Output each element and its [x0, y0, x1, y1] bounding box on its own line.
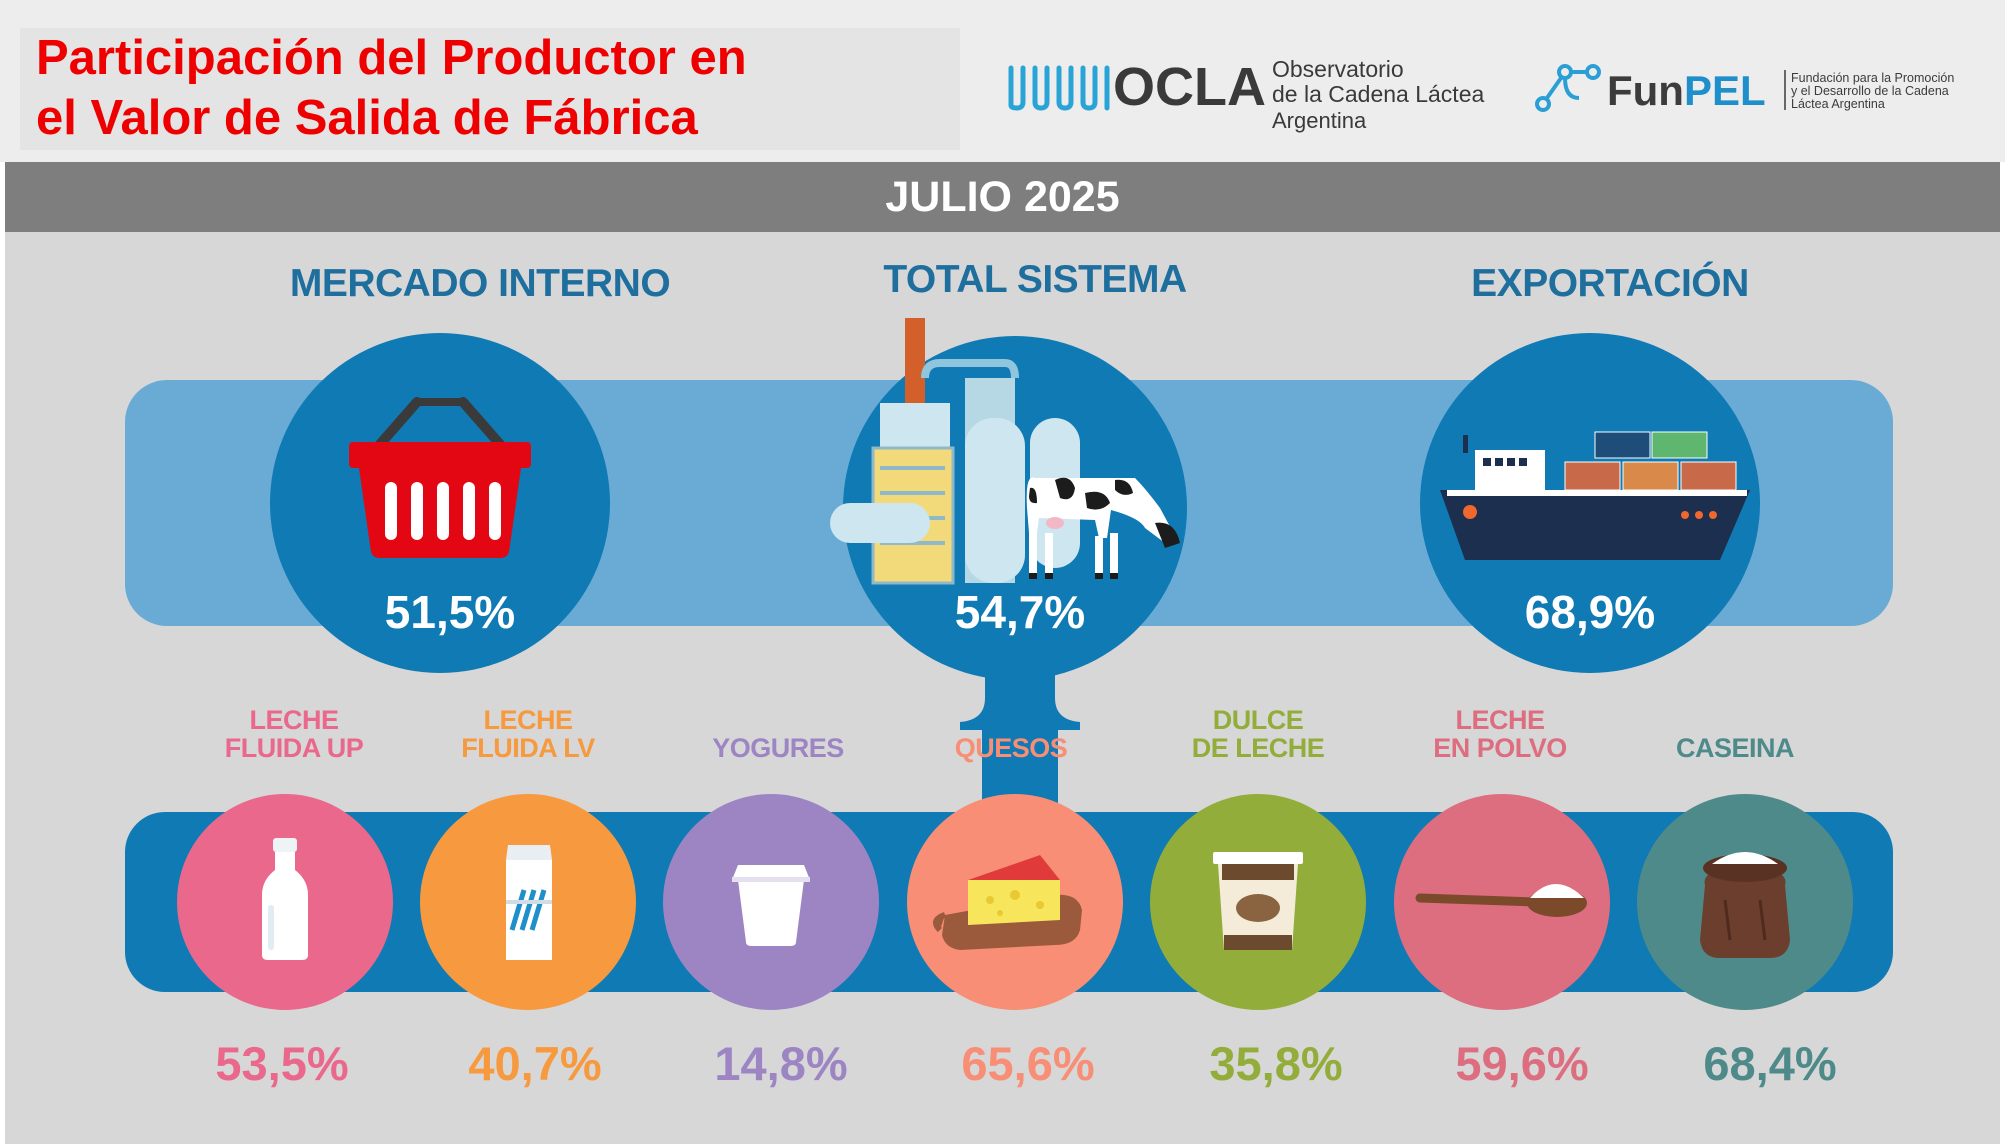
value-leche-en-polvo: 59,6% — [1455, 1037, 1589, 1090]
dulce-de-leche-jar-icon — [1213, 852, 1303, 950]
powder-spoon-icon — [1415, 884, 1587, 917]
factory-cow-icon — [825, 318, 1215, 593]
value-mercado-interno: 51,5% — [384, 586, 516, 638]
value-leche-fluida-lv: 40,7% — [468, 1037, 602, 1090]
funpel-logo: FunPEL Fundación para la Promoción y el … — [1535, 58, 1985, 128]
value-exportacion: 68,9% — [1524, 586, 1656, 638]
product-label-yogures: YOGURES — [658, 706, 898, 762]
funpel-wordmark-pel: PEL — [1684, 67, 1766, 114]
product-label-line2: QUESOS — [954, 733, 1068, 763]
title-line-2: el Valor de Salida de Fábrica — [36, 91, 698, 145]
ocla-line-2: de la Cadena Láctea — [1272, 81, 1484, 107]
ocla-logo: OCLA Observatorio de la Cadena Láctea Ar… — [1005, 50, 1485, 140]
section-title-mercado-interno: MERCADO INTERNO — [289, 262, 671, 305]
product-label-line1: LECHE — [249, 705, 339, 735]
section-title-total-sistema: TOTAL SISTEMA — [883, 258, 1187, 301]
funpel-network-icon — [1535, 64, 1601, 112]
ocla-wordmark: OCLA — [1113, 57, 1266, 117]
milk-bottle-icon — [262, 838, 308, 960]
casein-sack-icon — [1700, 852, 1790, 958]
product-label-leche-fluida-lv: LECHE FLUIDA LV — [408, 706, 648, 762]
product-label-leche-en-polvo: LECHE EN POLVO — [1380, 706, 1620, 762]
product-label-line2: DE LECHE — [1191, 733, 1325, 763]
cargo-ship-icon — [1435, 420, 1755, 570]
product-label-line2: FLUIDA UP — [224, 733, 364, 763]
value-caseina: 68,4% — [1703, 1037, 1837, 1090]
title-line-1: Participación del Productor en — [36, 31, 747, 85]
cheese-board-icon — [933, 855, 1082, 950]
funpel-wordmark-fun: Fun — [1607, 67, 1684, 114]
product-label-line2: FLUIDA LV — [461, 733, 595, 763]
product-label-line2: EN POLVO — [1433, 733, 1567, 763]
product-label-line1: LECHE — [1455, 705, 1545, 735]
title-box: Participación del Productor en el Valor … — [20, 28, 960, 150]
value-total-sistema: 54,7% — [954, 586, 1086, 638]
product-label-caseina: CASEINA — [1615, 706, 1855, 762]
period-label: JULIO 2025 — [885, 173, 1120, 221]
ocla-line-3: Argentina — [1272, 108, 1367, 133]
product-label-line1: LECHE — [483, 705, 573, 735]
product-label-leche-fluida-up: LECHE FLUIDA UP — [174, 706, 414, 762]
cow — [1026, 477, 1180, 579]
milk-carton-icon — [506, 845, 552, 960]
funpel-line-2: y el Desarrollo de la Cadena — [1791, 84, 1949, 98]
product-label-line2: CASEINA — [1675, 733, 1795, 763]
ocla-line-1: Observatorio — [1272, 56, 1404, 82]
product-label-quesos: QUESOS — [891, 706, 1131, 762]
value-yogures: 14,8% — [714, 1037, 848, 1090]
value-dulce-de-leche: 35,8% — [1209, 1037, 1343, 1090]
product-label-line2: YOGURES — [712, 733, 844, 763]
yogurt-cup-icon — [732, 865, 810, 946]
shopping-basket-icon — [345, 390, 535, 570]
funpel-line-3: Láctea Argentina — [1791, 97, 1885, 111]
period-bar — [5, 162, 2000, 232]
value-quesos: 65,6% — [961, 1037, 1095, 1090]
section-title-exportacion: EXPORTACIÓN — [1471, 262, 1749, 305]
product-label-line1: DULCE — [1212, 705, 1304, 735]
svg-text:FunPEL: FunPEL — [1607, 67, 1766, 114]
value-leche-fluida-up: 53,5% — [215, 1037, 349, 1090]
product-label-dulce-de-leche: DULCE DE LECHE — [1138, 706, 1378, 762]
funpel-line-1: Fundación para la Promoción — [1791, 71, 1954, 85]
ocla-wave-icon — [1008, 65, 1110, 111]
